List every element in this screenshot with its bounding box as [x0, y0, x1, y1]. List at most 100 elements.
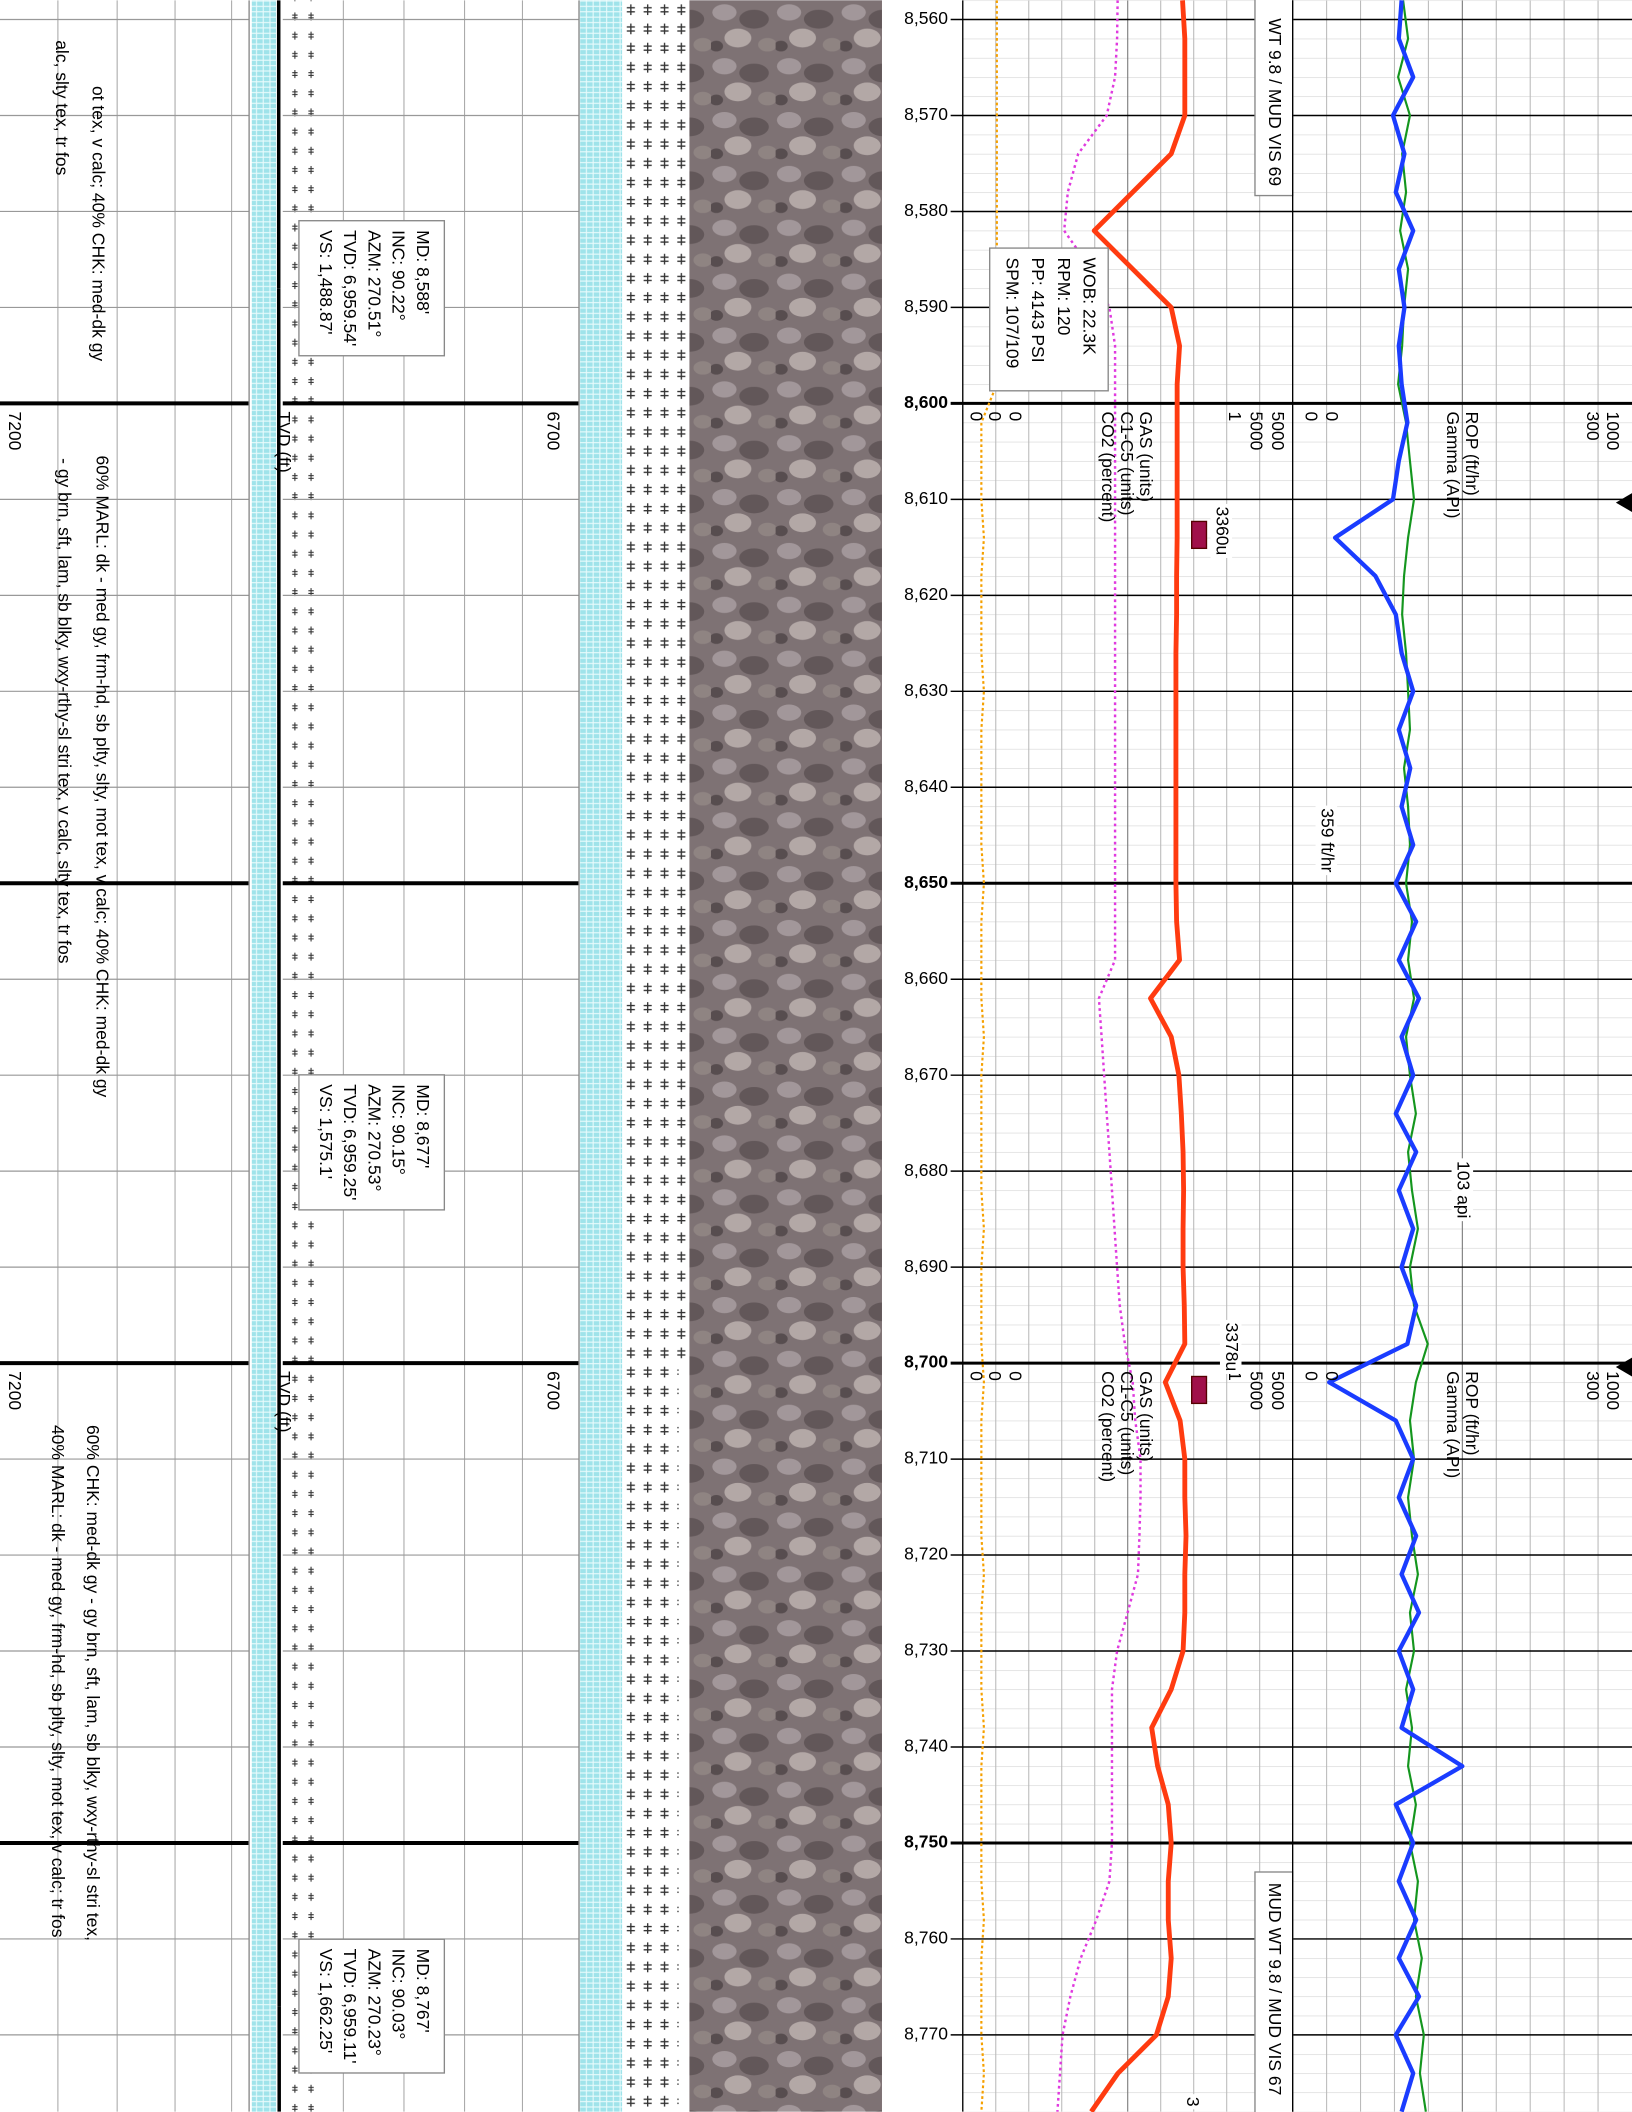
drilling-line: PP: 4143 PSI: [1028, 258, 1048, 363]
depth-label: 8,730: [904, 1640, 948, 1660]
tvd-scale-min: 7200: [5, 1371, 25, 1410]
scale-min: 0: [1005, 1371, 1025, 1381]
annotation: 103 api: [1454, 1161, 1474, 1218]
annotation: 3: [1183, 2097, 1203, 2107]
depth-label: 8,590: [904, 296, 948, 316]
depth-label: 8,690: [904, 1256, 948, 1276]
lithology-description: 60% MARL: dk - med gy, frm-hd, sb plty, …: [92, 455, 112, 1097]
survey-box: MD: 8,588'INC: 90.22°AZM: 270.51°TVD: 6,…: [298, 220, 446, 357]
survey-line: MD: 8,677': [413, 1084, 433, 1168]
survey-line: AZM: 270.53°: [364, 1084, 384, 1191]
survey-line: TVD: 6,959.11': [340, 1949, 360, 2064]
curve-name: ROP (ft/hr): [1462, 411, 1482, 495]
depth-label: 8,700: [904, 1352, 948, 1372]
mud-label: WT 9.8 / MUD VIS 69: [1265, 18, 1285, 186]
survey-line: INC: 90.03°: [389, 1949, 409, 2040]
curve-name: Gamma (API): [1443, 411, 1463, 518]
annotation-bg: [1210, 503, 1233, 558]
curve: [1327, 0, 1465, 2112]
scale-min: 0: [1302, 411, 1322, 421]
marker-arrow: [1615, 1357, 1632, 1377]
drilling-line: SPM: 107/109: [1003, 258, 1023, 369]
annotation: 359 ft/hr: [1318, 808, 1338, 872]
curve-name: GAS (units): [1136, 411, 1156, 501]
curve-name: CO2 (percent): [1098, 1371, 1118, 1482]
tvd-scale-max: 6700: [543, 411, 563, 450]
mud-box: [1254, 1871, 1294, 2112]
annotation: 3360u: [1213, 507, 1233, 556]
scale-max: 5000: [1246, 411, 1266, 450]
lithology-symbols: [622, 0, 690, 1364]
mud-box: [1254, 0, 1294, 197]
survey-line: MD: 8,588': [413, 230, 433, 314]
survey-box-frame: [298, 220, 446, 357]
scale-min: 0: [1322, 1371, 1342, 1381]
annotation-bg: [1315, 805, 1338, 876]
gas-marker: [1191, 1375, 1208, 1405]
depth-label: 8,650: [904, 872, 948, 892]
survey-box-frame: [298, 1938, 446, 2074]
tvd-label: TVD (ft): [274, 1371, 294, 1432]
scale-max: 5000: [1246, 1371, 1266, 1410]
depth-label: 8,640: [904, 776, 948, 796]
scale-min: 0: [966, 1371, 986, 1381]
depth-label: 8,710: [904, 1448, 948, 1468]
depth-label: 8,570: [904, 104, 948, 124]
survey-line: INC: 90.15°: [389, 1084, 409, 1175]
depth-label: 8,600: [904, 392, 948, 412]
drilling-box: [989, 247, 1109, 392]
survey-line: VS: 1,488.87': [316, 230, 336, 335]
survey-line: AZM: 270.23°: [364, 1949, 384, 2056]
drilling-line: RPM: 120: [1054, 258, 1074, 336]
lithology-description: alc, slty tex, tr fos: [52, 40, 72, 175]
lithology-description: 40% MARL: dk - med gy, frm-hd, sb plty, …: [48, 1425, 68, 1938]
curve-name: CO2 (percent): [1098, 411, 1118, 522]
curve-name: C1-C5 (units): [1117, 411, 1137, 515]
scale-min: 0: [1302, 1371, 1322, 1381]
scale-min: 0: [985, 411, 1005, 421]
survey-box-frame: [298, 1074, 446, 1211]
tvd-scale-min: 7200: [5, 411, 25, 450]
scale-max: 1: [1225, 1371, 1245, 1381]
depth-label: 8,760: [904, 1928, 948, 1948]
scale-max: 300: [1583, 1371, 1603, 1400]
survey-line: TVD: 6,959.54': [340, 230, 360, 346]
scale-max: 1000: [1603, 411, 1623, 450]
curve: [1056, 0, 1142, 2112]
scale-min: 0: [966, 411, 986, 421]
survey-line: MD: 8,767': [413, 1949, 433, 2033]
scale-max: 1: [1225, 411, 1245, 421]
curve-name: Gamma (API): [1443, 1371, 1463, 1478]
annotation: 3378u: [1222, 1323, 1242, 1372]
tvd-label: TVD (ft): [274, 411, 294, 472]
curve-name: GAS (units): [1136, 1371, 1156, 1461]
tvd-scale-max: 6700: [543, 1371, 563, 1410]
cuttings-photo: [689, 0, 882, 2112]
scale-min: 0: [1005, 411, 1025, 421]
curve-name: ROP (ft/hr): [1462, 1371, 1482, 1455]
scale-max: 5000: [1268, 1371, 1288, 1410]
lithology-column: [579, 0, 623, 2112]
depth-label: 8,660: [904, 968, 948, 988]
depth-label: 8,740: [904, 1736, 948, 1756]
scale-min: 0: [1322, 411, 1342, 421]
lithology-description: 60% CHK: med-dk gy - gy brn, sft, lam, s…: [83, 1425, 103, 1941]
depth-label: 8,750: [904, 1832, 948, 1852]
annotation-bg: [1451, 1158, 1474, 1222]
survey-line: AZM: 270.51°: [364, 230, 384, 337]
depth-label: 8,610: [904, 488, 948, 508]
mud-label: MUD WT 9.8 / MUD VIS 67: [1265, 1883, 1285, 2096]
annotation-bg: [1219, 1319, 1242, 1374]
survey-line: VS: 1,575.1': [316, 1084, 336, 1179]
survey-line: TVD: 6,959.25': [340, 1084, 360, 1200]
depth-label: 8,670: [904, 1064, 948, 1084]
labels: 8,560 8,570 8,580 8,590 8,600 8,610 8,620 8,630…: [5, 0, 1623, 2112]
survey-line: VS: 1,662.25': [316, 1949, 336, 2054]
depth-label: 8,580: [904, 200, 948, 220]
lithology-symbols: [622, 1363, 679, 2112]
depth-label: 8,770: [904, 2024, 948, 2044]
survey-box: MD: 8,677'INC: 90.15°AZM: 270.53°TVD: 6,…: [298, 1074, 446, 1211]
scale-max: 5000: [1268, 411, 1288, 450]
drilling-line: WOB: 22.3K: [1079, 258, 1099, 356]
